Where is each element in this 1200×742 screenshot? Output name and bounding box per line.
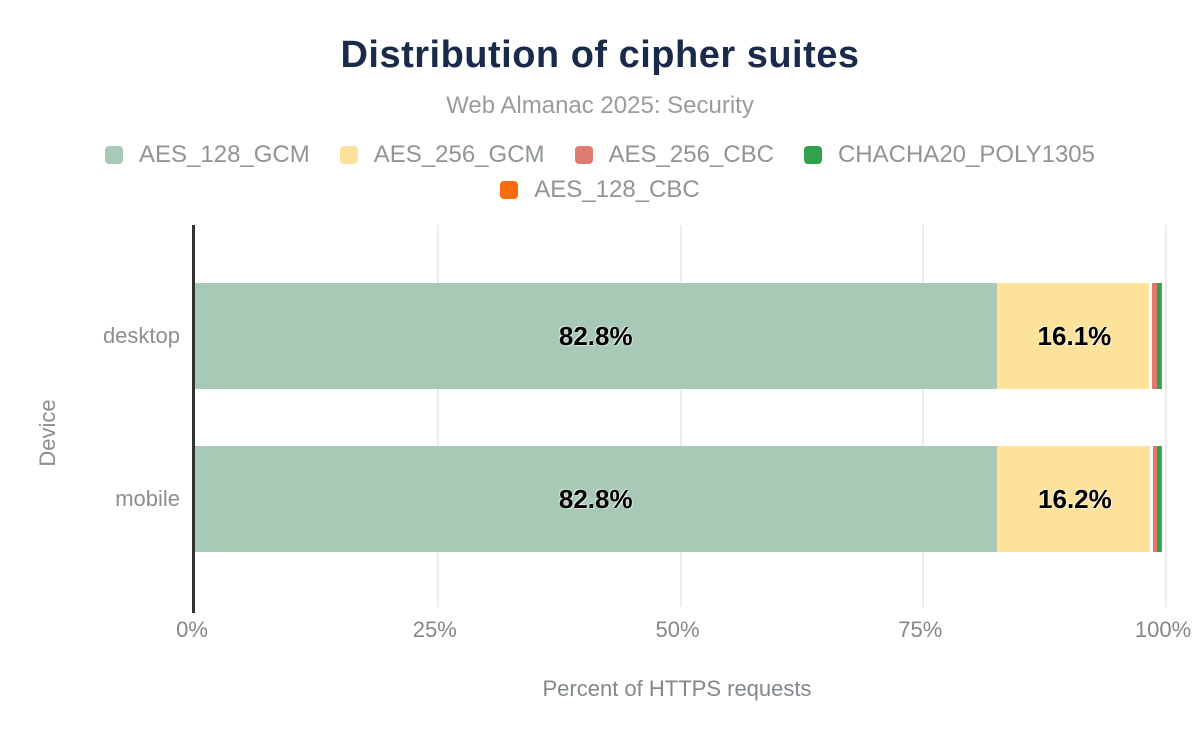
x-tick-label-75%: 75%	[898, 617, 943, 642]
bar-segment-mobile-CHACHA20_POLY1305[interactable]	[1157, 446, 1162, 552]
gridline-25%	[436, 225, 439, 607]
legend-swatch-AES_256_CBC	[574, 146, 593, 164]
legend-row-1: AES_128_GCM AES_256_GCM AES_256_CBC CHACHA2…	[105, 141, 1095, 169]
bar-mobile: 82.8% 16.2%	[195, 446, 1163, 552]
gridline-100%	[1165, 225, 1167, 607]
x-axis-title: Percent of HTTPS requests	[542, 676, 812, 701]
bar-segment-mobile-AES_128_GCM[interactable]: 82.8%	[195, 446, 997, 552]
bar-segment-mobile-AES_256_GCM[interactable]: 16.2%	[996, 446, 1154, 552]
chart-title: Distribution of cipher suites	[340, 34, 860, 76]
chart-legend: AES_128_GCM AES_256_GCM AES_256_CBC CHACHA2…	[0, 141, 1200, 204]
bar-segment-desktop-AES_128_GCM[interactable]: 82.8%	[195, 283, 997, 389]
legend-label: AES_256_CBC	[608, 141, 774, 168]
category-label-mobile: mobile	[115, 486, 180, 511]
x-tick-label-100%: 100%	[1134, 617, 1192, 642]
bar-desktop: 82.8% 16.1%	[195, 283, 1163, 389]
gridline-50%	[679, 225, 682, 607]
legend-item-AES_128_GCM[interactable]: AES_128_GCM	[105, 141, 310, 169]
x-axis-zero-tick	[192, 607, 195, 613]
legend-swatch-AES_128_CBC	[500, 181, 519, 199]
category-label-desktop: desktop	[102, 323, 180, 348]
legend-label: CHACHA20_POLY1305	[837, 141, 1095, 168]
legend-item-AES_128_CBC[interactable]: AES_128_CBC	[500, 176, 700, 204]
chart-subtitle: Web Almanac 2025: Security	[446, 92, 754, 119]
bar-value-label: 82.8%	[558, 320, 633, 351]
legend-swatch-AES_256_GCM	[339, 146, 358, 164]
bar-segment-desktop-CHACHA20_POLY1305[interactable]	[1157, 283, 1162, 389]
legend-label: AES_128_CBC	[534, 176, 700, 203]
legend-row-2: AES_128_CBC	[500, 176, 700, 204]
legend-swatch-AES_128_GCM	[105, 146, 123, 164]
gridline-75%	[922, 225, 925, 607]
bar-segment-mobile-AES_256_CBC[interactable]	[1153, 446, 1158, 552]
legend-item-AES_256_GCM[interactable]: AES_256_GCM	[339, 141, 545, 169]
legend-swatch-CHACHA20_POLY1305	[803, 146, 822, 164]
x-tick-label-50%: 50%	[655, 617, 700, 642]
x-tick-label-25%: 25%	[412, 617, 457, 642]
bar-segment-mobile-AES_128_CBC[interactable]	[1161, 446, 1162, 552]
bar-value-label: 82.8%	[558, 483, 633, 514]
y-axis-title: Device	[35, 399, 60, 467]
legend-item-AES_256_CBC[interactable]: AES_256_CBC	[574, 141, 774, 169]
bar-value-label: 16.1%	[1037, 320, 1112, 351]
bar-segment-desktop-AES_128_CBC[interactable]	[1161, 283, 1162, 389]
bar-segment-desktop-AES_256_GCM[interactable]: 16.1%	[996, 283, 1153, 389]
legend-item-CHACHA20_POLY1305[interactable]: CHACHA20_POLY1305	[803, 141, 1095, 169]
legend-label: AES_128_GCM	[139, 141, 310, 168]
legend-label: AES_256_GCM	[373, 141, 545, 168]
plot-area: 82.8% 16.1% 82.8% 16.2%	[192, 225, 1167, 613]
x-tick-label-0%: 0%	[176, 617, 208, 642]
bar-value-label: 16.2%	[1038, 483, 1112, 514]
bar-segment-desktop-AES_256_CBC[interactable]	[1152, 283, 1158, 389]
